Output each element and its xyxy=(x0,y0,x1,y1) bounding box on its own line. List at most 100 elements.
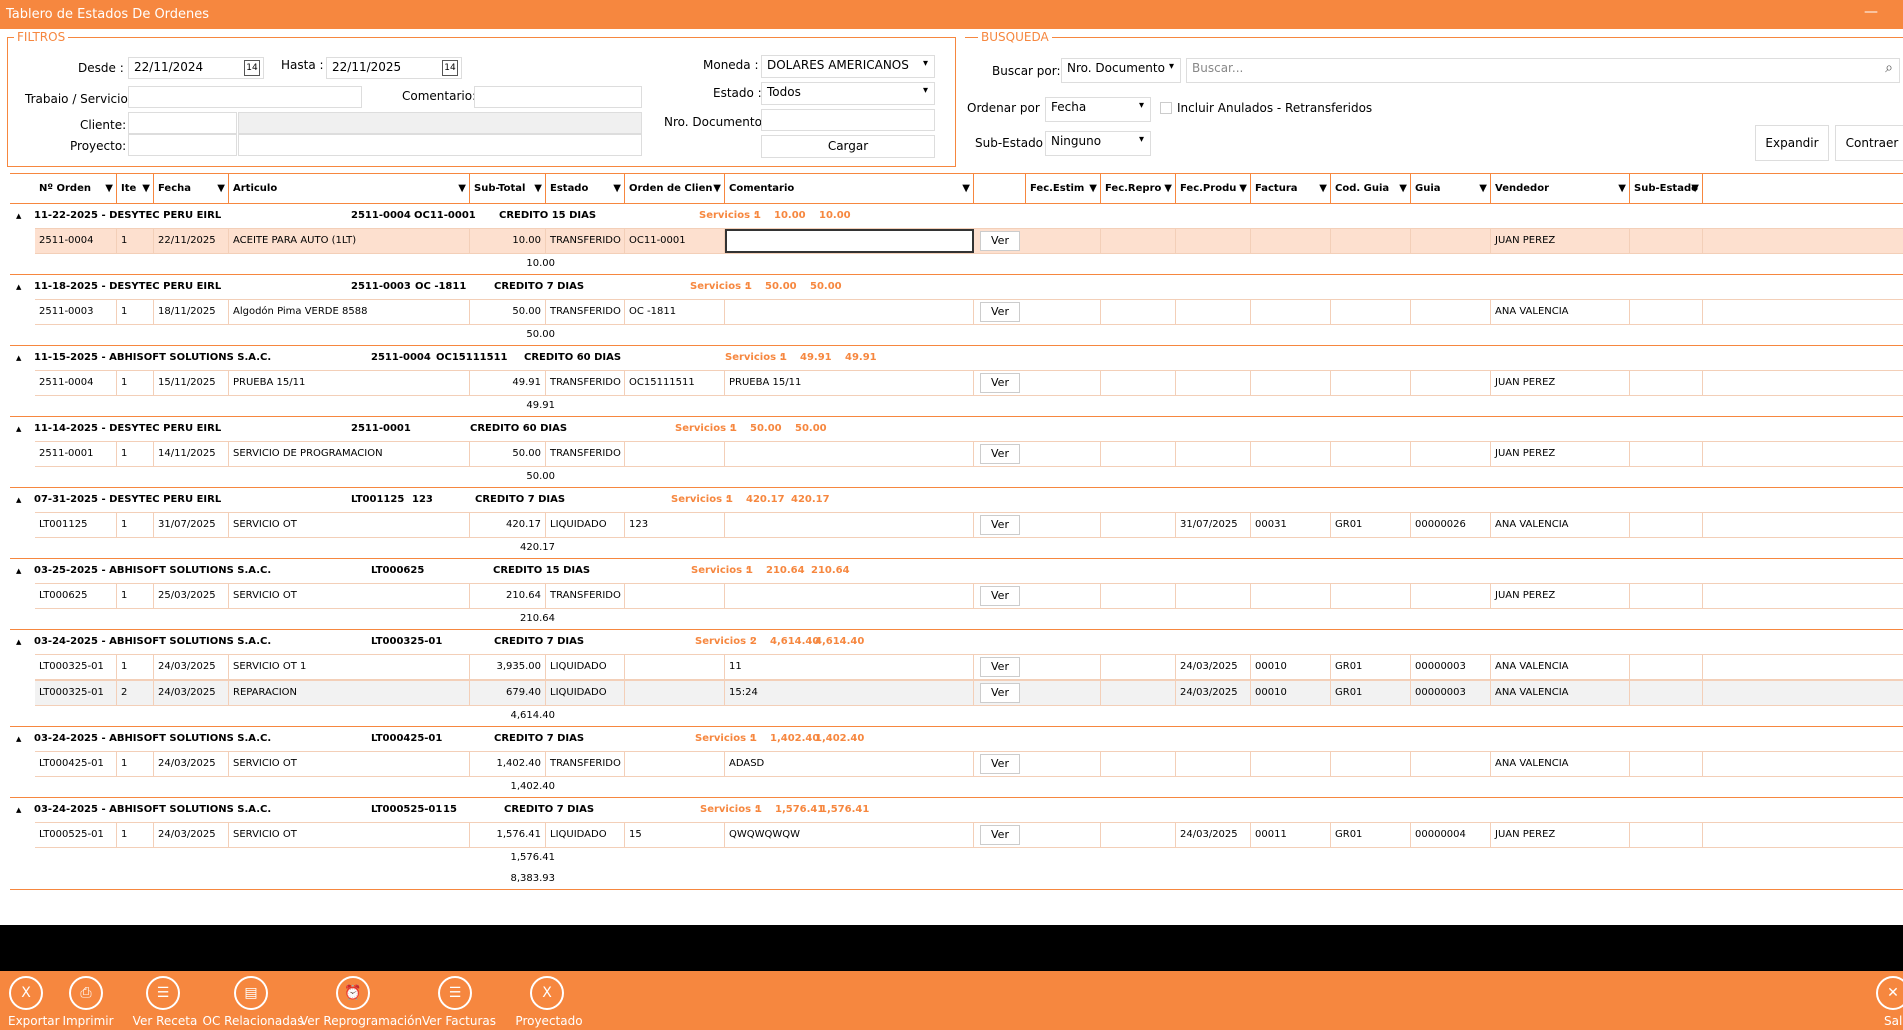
salir-button[interactable]: ✕ Salir xyxy=(1874,971,1903,1030)
column-header[interactable]: Orden de Clien ▼ xyxy=(625,174,725,203)
column-header[interactable]: Articulo ▼ xyxy=(229,174,470,203)
table-row[interactable]: 2511-0001 1 14/11/2025 SERVICIO DE PROGRAMA… xyxy=(35,441,1903,467)
moneda-select[interactable]: DOLARES AMERICANOS xyxy=(761,55,935,78)
hasta-date-field[interactable]: 22/11/2025 14 xyxy=(326,57,462,79)
ver-button[interactable]: Ver xyxy=(980,586,1020,606)
table-cell[interactable] xyxy=(725,300,974,324)
table-row[interactable]: 2511-0004 1 22/11/2025 ACEITE PARA AUTO (1L… xyxy=(35,228,1903,254)
toolbar-button-imprimir[interactable]: ⎙ Imprimir xyxy=(58,971,118,1030)
column-header[interactable]: Fec.Repro ▼ xyxy=(1101,174,1176,203)
search-input[interactable]: Buscar... ⌕ xyxy=(1186,58,1900,83)
collapse-icon[interactable]: ▲ xyxy=(16,354,22,362)
filter-icon[interactable]: ▼ xyxy=(142,183,150,194)
group-header[interactable]: ▲ 11-18-2025 - DESYTEC PERU EIRL 2511-0003… xyxy=(10,275,1903,299)
filter-icon[interactable]: ▼ xyxy=(105,183,113,194)
table-cell[interactable]: QWQWQWQW xyxy=(725,823,974,847)
buscar-por-select[interactable]: Nro. Documento xyxy=(1061,58,1181,83)
column-header[interactable]: Ite ▼ xyxy=(117,174,154,203)
filter-icon[interactable]: ▼ xyxy=(1691,183,1699,194)
estado-select[interactable]: Todos xyxy=(761,82,935,105)
table-row[interactable]: 2511-0003 1 18/11/2025 Algodón Pima VERDE 8… xyxy=(35,299,1903,325)
group-header[interactable]: ▲ 03-25-2025 - ABHISOFT SOLUTIONS S.A.C. L… xyxy=(10,559,1903,583)
filter-icon[interactable]: ▼ xyxy=(1239,183,1247,194)
table-cell[interactable] xyxy=(725,229,974,253)
trabajo-field[interactable] xyxy=(128,86,362,108)
column-header[interactable] xyxy=(974,174,1026,203)
column-header[interactable]: Cod. Guia ▼ xyxy=(1331,174,1411,203)
group-header[interactable]: ▲ 07-31-2025 - DESYTEC PERU EIRL LT001125 1… xyxy=(10,488,1903,512)
collapse-icon[interactable]: ▲ xyxy=(16,567,22,575)
search-icon[interactable]: ⌕ xyxy=(1885,60,1893,76)
ordenar-por-select[interactable]: Fecha xyxy=(1045,97,1151,122)
ver-button[interactable]: Ver xyxy=(980,825,1020,845)
ver-button[interactable]: Ver xyxy=(980,373,1020,393)
table-cell[interactable]: ADASD xyxy=(725,752,974,776)
column-header[interactable]: Fec.Estim ▼ xyxy=(1026,174,1101,203)
toolbar-button-exportar[interactable]: X Exportar xyxy=(8,971,60,1030)
collapse-icon[interactable]: ▲ xyxy=(16,212,22,220)
column-header[interactable]: Sub-Total ▼ xyxy=(470,174,546,203)
filter-icon[interactable]: ▼ xyxy=(1399,183,1407,194)
filter-icon[interactable]: ▼ xyxy=(458,183,466,194)
minimize-button[interactable]: — xyxy=(1864,4,1878,20)
table-cell[interactable]: PRUEBA 15/11 xyxy=(725,371,974,395)
collapse-icon[interactable]: ▲ xyxy=(16,425,22,433)
column-header[interactable]: Comentario ▼ xyxy=(725,174,974,203)
collapse-icon[interactable]: ▲ xyxy=(16,638,22,646)
filter-icon[interactable]: ▼ xyxy=(1319,183,1327,194)
ver-button[interactable]: Ver xyxy=(980,444,1020,464)
collapse-icon[interactable]: ▲ xyxy=(16,806,22,814)
filter-icon[interactable]: ▼ xyxy=(1089,183,1097,194)
filter-icon[interactable]: ▼ xyxy=(1164,183,1172,194)
column-header[interactable]: Fecha ▼ xyxy=(154,174,229,203)
incluir-anulados-checkbox[interactable] xyxy=(1160,102,1172,114)
table-row[interactable]: LT000325-01 2 24/03/2025 REPARACION 679.40 LI… xyxy=(35,680,1903,706)
calendar-icon[interactable]: 14 xyxy=(244,60,260,76)
collapse-icon[interactable]: ▲ xyxy=(16,735,22,743)
column-header[interactable]: Sub-Estado ▼ xyxy=(1630,174,1703,203)
filter-icon[interactable]: ▼ xyxy=(962,183,970,194)
nro-documento-field[interactable] xyxy=(761,109,935,131)
column-header[interactable]: Factura ▼ xyxy=(1251,174,1331,203)
desde-date-field[interactable]: 22/11/2024 14 xyxy=(128,57,264,79)
table-row[interactable]: 2511-0004 1 15/11/2025 PRUEBA 15/11 49.91 TRA… xyxy=(35,370,1903,396)
group-header[interactable]: ▲ 03-24-2025 - ABHISOFT SOLUTIONS S.A.C. L… xyxy=(10,798,1903,822)
sub-estado-select[interactable]: Ninguno xyxy=(1045,131,1151,156)
ver-button[interactable]: Ver xyxy=(980,515,1020,535)
ver-button[interactable]: Ver xyxy=(980,657,1020,677)
toolbar-button-ver-facturas[interactable]: ☰ Ver Facturas xyxy=(422,971,496,1030)
ver-button[interactable]: Ver xyxy=(980,683,1020,703)
table-cell[interactable] xyxy=(725,513,974,537)
toolbar-button-ver-reprogramación[interactable]: ⏰ Ver Reprogramación xyxy=(300,971,422,1030)
collapse-icon[interactable]: ▲ xyxy=(16,283,22,291)
collapse-icon[interactable]: ▲ xyxy=(16,496,22,504)
table-cell[interactable]: 15:24 xyxy=(725,681,974,705)
column-header[interactable]: Estado ▼ xyxy=(546,174,625,203)
table-row[interactable]: LT000325-01 1 24/03/2025 SERVICIO OT 1 3,935… xyxy=(35,654,1903,680)
column-header[interactable]: Guia ▼ xyxy=(1411,174,1491,203)
group-header[interactable]: ▲ 11-15-2025 - ABHISOFT SOLUTIONS S.A.C. 2… xyxy=(10,346,1903,370)
contraer-button[interactable]: Contraer xyxy=(1835,125,1903,161)
ver-button[interactable]: Ver xyxy=(980,754,1020,774)
proyecto-code-field[interactable] xyxy=(128,134,237,156)
filter-icon[interactable]: ▼ xyxy=(1618,183,1626,194)
table-row[interactable]: LT000625 1 25/03/2025 SERVICIO OT 210.64 TRAN… xyxy=(35,583,1903,609)
cargar-button[interactable]: Cargar xyxy=(761,135,935,158)
toolbar-button-proyectado[interactable]: X Proyectado xyxy=(514,971,584,1030)
table-row[interactable]: LT000425-01 1 24/03/2025 SERVICIO OT 1,402.4… xyxy=(35,751,1903,777)
filter-icon[interactable]: ▼ xyxy=(534,183,542,194)
filter-icon[interactable]: ▼ xyxy=(1479,183,1487,194)
group-header[interactable]: ▲ 03-24-2025 - ABHISOFT SOLUTIONS S.A.C. L… xyxy=(10,727,1903,751)
table-row[interactable]: LT000525-01 1 24/03/2025 SERVICIO OT 1,576.4… xyxy=(35,822,1903,848)
column-header[interactable]: Vendedor ▼ xyxy=(1491,174,1630,203)
ver-button[interactable]: Ver xyxy=(980,231,1020,251)
group-header[interactable]: ▲ 11-22-2025 - DESYTEC PERU EIRL 2511-0004… xyxy=(10,204,1903,228)
group-header[interactable]: ▲ 11-14-2025 - DESYTEC PERU EIRL 2511-0001… xyxy=(10,417,1903,441)
group-header[interactable]: ▲ 03-24-2025 - ABHISOFT SOLUTIONS S.A.C. L… xyxy=(10,630,1903,654)
filter-icon[interactable]: ▼ xyxy=(217,183,225,194)
filter-icon[interactable]: ▼ xyxy=(613,183,621,194)
filter-icon[interactable]: ▼ xyxy=(713,183,721,194)
table-cell[interactable] xyxy=(725,442,974,466)
cliente-code-field[interactable] xyxy=(128,112,237,134)
column-header[interactable]: Nº Orden ▼ xyxy=(35,174,117,203)
